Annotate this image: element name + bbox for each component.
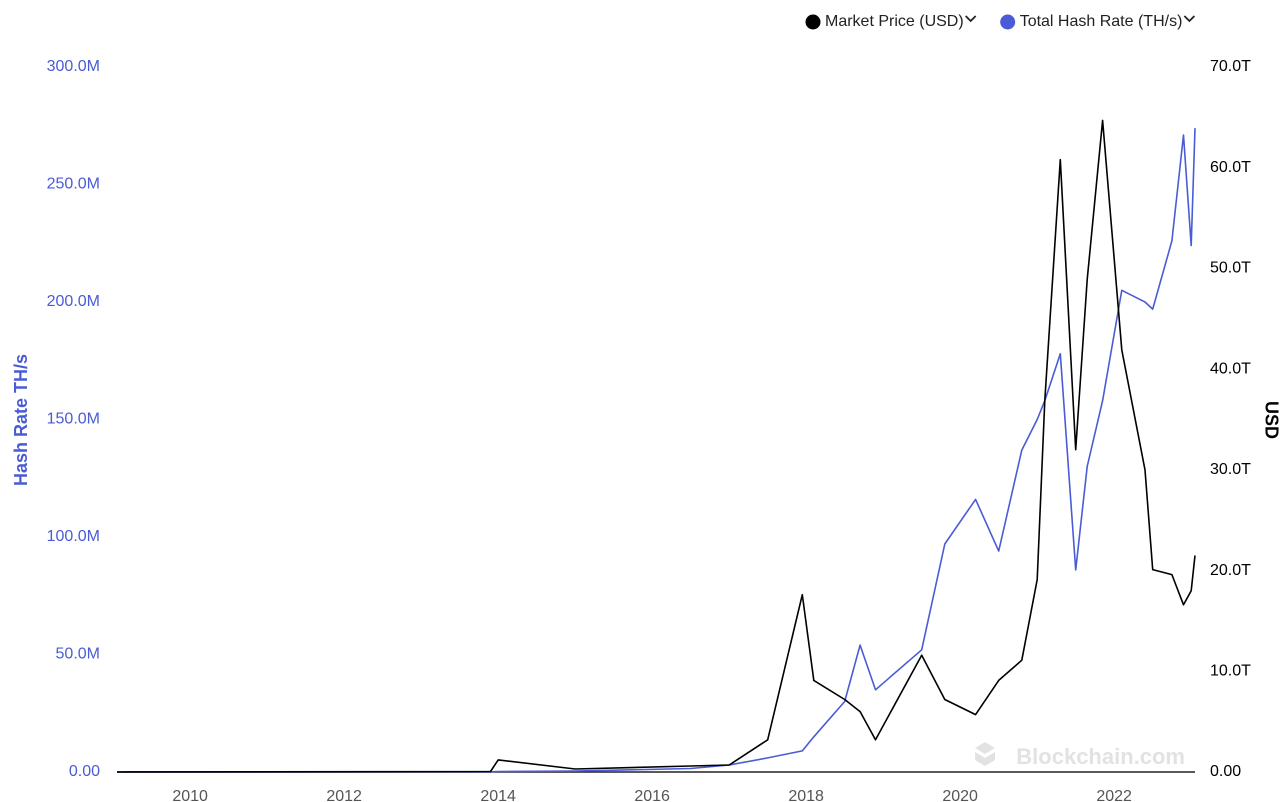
x-tick-label: 2014 [480, 788, 516, 802]
legend-label: Market Price (USD) [825, 13, 964, 30]
x-tick-label: 2010 [172, 788, 208, 802]
y-tick-label: 300.0M [47, 58, 100, 75]
y-tick-label: 200.0M [47, 293, 100, 310]
x-tick-label: 2022 [1096, 788, 1132, 802]
y2-tick-label: 60.0T [1210, 159, 1251, 176]
y2-tick-label: 0.00 [1210, 763, 1241, 780]
y-tick-label: 100.0M [47, 528, 100, 545]
y-tick-label: 250.0M [47, 176, 100, 193]
y-axis-label: Hash Rate TH/s [11, 354, 31, 486]
series-line [116, 128, 1196, 773]
x-tick-label: 2012 [326, 788, 362, 802]
x-tick-label: 2020 [942, 788, 978, 802]
watermark: Blockchain.com [1016, 744, 1185, 769]
y-tick-label: 0.00 [69, 763, 100, 780]
y-tick-label: 150.0M [47, 411, 100, 428]
y2-tick-label: 30.0T [1210, 461, 1251, 478]
y2-tick-label: 70.0T [1210, 58, 1251, 75]
y2-tick-label: 20.0T [1210, 562, 1251, 579]
y2-tick-label: 50.0T [1210, 260, 1251, 277]
series-line [116, 119, 1196, 773]
legend-swatch [1000, 14, 1016, 30]
x-tick-label: 2018 [788, 788, 824, 802]
y2-tick-label: 40.0T [1210, 360, 1251, 377]
legend-swatch [805, 14, 821, 30]
watermark-logo [975, 742, 995, 766]
x-tick-label: 2016 [634, 788, 670, 802]
legend-chevron [965, 15, 977, 23]
y2-tick-label: 10.0T [1210, 663, 1251, 680]
legend-label: Total Hash Rate (TH/s) [1020, 13, 1183, 30]
legend-chevron [1183, 15, 1196, 23]
y-tick-label: 50.0M [56, 646, 100, 663]
y2-axis-label: USD [1261, 401, 1280, 439]
